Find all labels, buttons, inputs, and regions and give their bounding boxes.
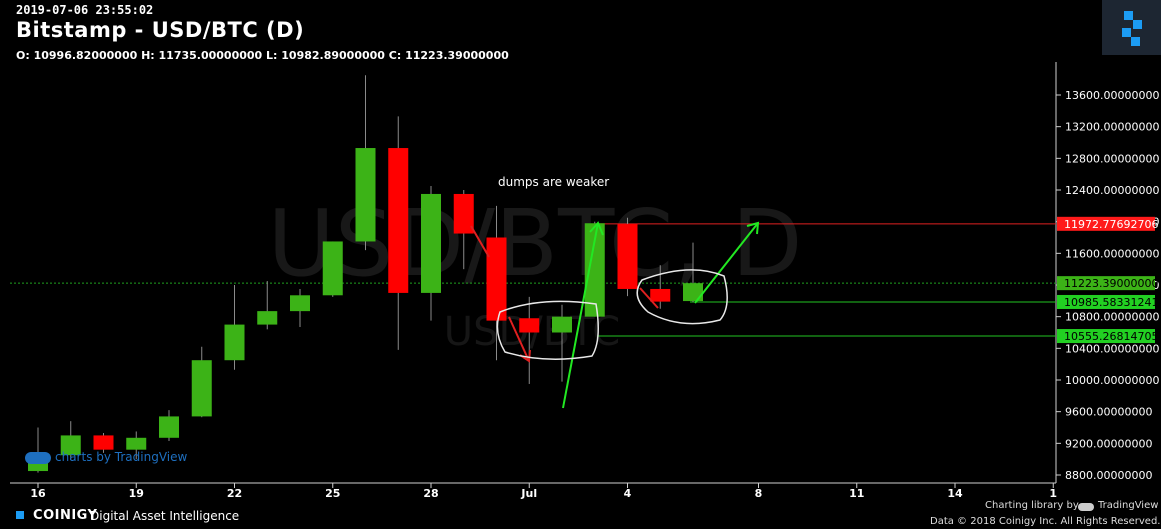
candle-body-up [552,316,572,333]
red-move-arrow-3 [639,287,659,309]
time-tick-label: 4 [624,487,632,500]
annotation-text: dumps are weaker [498,175,609,189]
coinigy-brand-text: COINIGY [33,508,98,523]
candle-body-up [683,283,703,302]
price-tag-label: 10555.26814705 [1064,330,1158,343]
price-tag-label: 11972.77692706 [1064,218,1158,231]
price-tick-label: 10800.00000000 [1065,311,1159,324]
price-tag-label: 10985.58331241 [1064,296,1158,309]
candle-body-up [355,148,376,242]
green-arrowhead-1 [589,221,604,236]
tradingview-watermark: charts by TradingView [25,450,188,464]
coinigy-tagline: Digital Asset Intelligence [90,509,240,523]
copyright: Data © 2018 Coinigy Inc. All Rights Rese… [930,516,1161,527]
time-tick-label: 25 [325,487,340,500]
candle-body-down [519,318,540,333]
candle-body-down [617,224,638,289]
tradingview-link-text: TradingView [1098,500,1159,511]
price-tag [1057,329,1155,344]
time-tick-label: 8 [755,487,763,500]
red-move-arrow-1 [470,225,490,258]
price-tick-label: 10400.00000000 [1065,342,1159,355]
highlight-circle-2 [636,269,728,325]
candle-body-up [257,311,278,325]
price-tag [1057,216,1155,231]
candle-body-down [650,288,671,302]
time-axis[interactable]: 16 19 22 25 28 Jul 4 8 11 14 1 [30,483,1057,500]
green-arrow-2 [694,222,759,304]
price-tag [1057,276,1155,291]
candle-body-down [93,435,114,450]
tradingview-cloud-icon [25,452,51,464]
tradingview-link[interactable]: TradingView [1078,500,1159,511]
price-tick-label: 12800.00000000 [1065,152,1159,165]
candle-body-up [159,416,179,438]
price-tick-label: 13200.00000000 [1065,121,1159,134]
candle-body-up [60,435,81,456]
price-tag-label: 11223.39000000 [1064,277,1158,290]
green-arrowhead-2 [746,221,760,235]
highlight-circle-1 [496,300,599,360]
time-tick-label: 1 [1049,487,1057,500]
red-move-arrow-2 [508,316,530,362]
price-tick-label: 10000.00000000 [1065,374,1159,387]
candle-body-up [584,223,605,317]
time-tick-label: 22 [227,487,242,500]
time-tick-label: 28 [423,487,438,500]
charting-library-label: Charting library by [985,500,1079,511]
symbol-watermark: USD/BTC, D [267,190,802,297]
candle-body-up [126,437,147,450]
price-tick-label: 9600.00000000 [1065,406,1152,419]
candle-body-down [453,193,474,234]
candle-body-up [290,295,310,312]
price-tick-label: 13600.00000000 [1065,89,1159,102]
ohlc-readout: O: 10996.82000000 H: 11735.00000000 L: 1… [16,49,509,62]
coinigy-brand: COINIGY [16,508,97,523]
candle-body-down [388,148,409,293]
candle-body-up [224,324,245,361]
green-arrow-1 [562,222,599,409]
price-tag [1057,294,1155,309]
timestamp: 2019-07-06 23:55:02 [16,3,154,17]
tradingview-icon [1078,503,1094,511]
candle-body-down [486,237,507,321]
coinigy-logo[interactable] [1102,0,1161,55]
candle-body-up [191,360,212,417]
user-drawings[interactable]: dumps are weaker [470,175,760,409]
price-tick-label: 11600.00000000 [1065,247,1159,260]
coinigy-logo-icon [1122,11,1142,46]
candle-body-up [421,193,441,293]
time-tick-label: 16 [30,487,46,500]
chart-title: Bitstamp - USD/BTC (D) [16,18,305,42]
time-tick-label: 11 [849,487,864,500]
tradingview-watermark-text: charts by TradingView [55,450,188,464]
candle-body-up [322,241,343,296]
level-lines: 11972.77692706 11223.39000000 10985.583312… [10,216,1158,344]
price-tick-label: 9200.00000000 [1065,437,1152,450]
time-tick-label: 19 [129,487,144,500]
price-tick-label: 8800.00000000 [1065,469,1152,482]
time-tick-label: 14 [947,487,963,500]
time-tick-label: Jul [520,487,537,500]
candles [28,75,703,473]
price-tick-label: 12400.00000000 [1065,184,1159,197]
coinigy-brand-icon [16,511,24,519]
